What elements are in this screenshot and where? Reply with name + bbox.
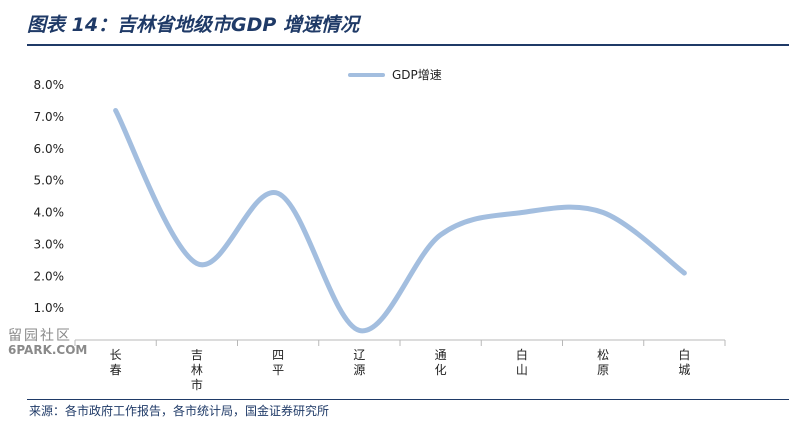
data-point — [601, 210, 606, 215]
x-axis-category-ticks — [74, 340, 726, 346]
y-tick-label: 2.0% — [34, 269, 65, 283]
y-tick-label: 6.0% — [34, 142, 65, 156]
watermark-text: 留园社区 — [8, 328, 72, 344]
watermark: 留园社区 6PARK.COM — [0, 325, 100, 361]
source-rule — [27, 399, 789, 400]
y-tick-label: 8.0% — [34, 78, 65, 92]
y-tick-label: 5.0% — [34, 174, 65, 188]
data-point — [682, 271, 687, 276]
title-rule — [27, 44, 789, 46]
source-note: 来源：各市政府工作报告，各市统计局，国金证券研究所 — [29, 404, 330, 418]
data-point — [194, 261, 199, 266]
title-bar: 图表 14：吉林省地级市GDP 增速情况 — [0, 0, 800, 44]
x-tick-label: 通化 — [435, 348, 447, 377]
x-tick-label: 松原 — [597, 348, 609, 377]
y-tick-label: 3.0% — [34, 237, 65, 251]
data-point — [357, 328, 362, 333]
legend-label: GDP增速 — [392, 68, 442, 82]
x-tick-label: 白山 — [516, 347, 528, 377]
watermark-url: 6PARK.COM — [8, 343, 88, 357]
y-tick-label: 1.0% — [34, 301, 65, 315]
legend: GDP增速 — [348, 68, 442, 82]
series-line-gdp-growth — [113, 108, 687, 334]
x-tick-label: 长春 — [110, 348, 122, 377]
y-axis-ticks: 1.0% 2.0% 3.0% 4.0% 5.0% 6.0% 7.0% 8.0% — [34, 78, 65, 315]
y-tick-label: 7.0% — [34, 110, 65, 124]
chart-title: 图表 14：吉林省地级市GDP 增速情况 — [27, 14, 359, 36]
y-tick-label: 4.0% — [34, 206, 65, 220]
x-tick-label: 四平 — [272, 348, 284, 377]
x-tick-label: 辽源 — [353, 348, 365, 377]
x-tick-label: 白城 — [678, 347, 690, 377]
data-point — [519, 210, 524, 215]
data-point — [438, 232, 443, 237]
x-axis-labels: 长春 吉林市 四平 辽源 通化 白山 松原 白城 — [110, 347, 691, 392]
x-tick-label: 吉林市 — [191, 348, 203, 392]
data-point — [276, 191, 281, 196]
data-point — [113, 108, 118, 113]
